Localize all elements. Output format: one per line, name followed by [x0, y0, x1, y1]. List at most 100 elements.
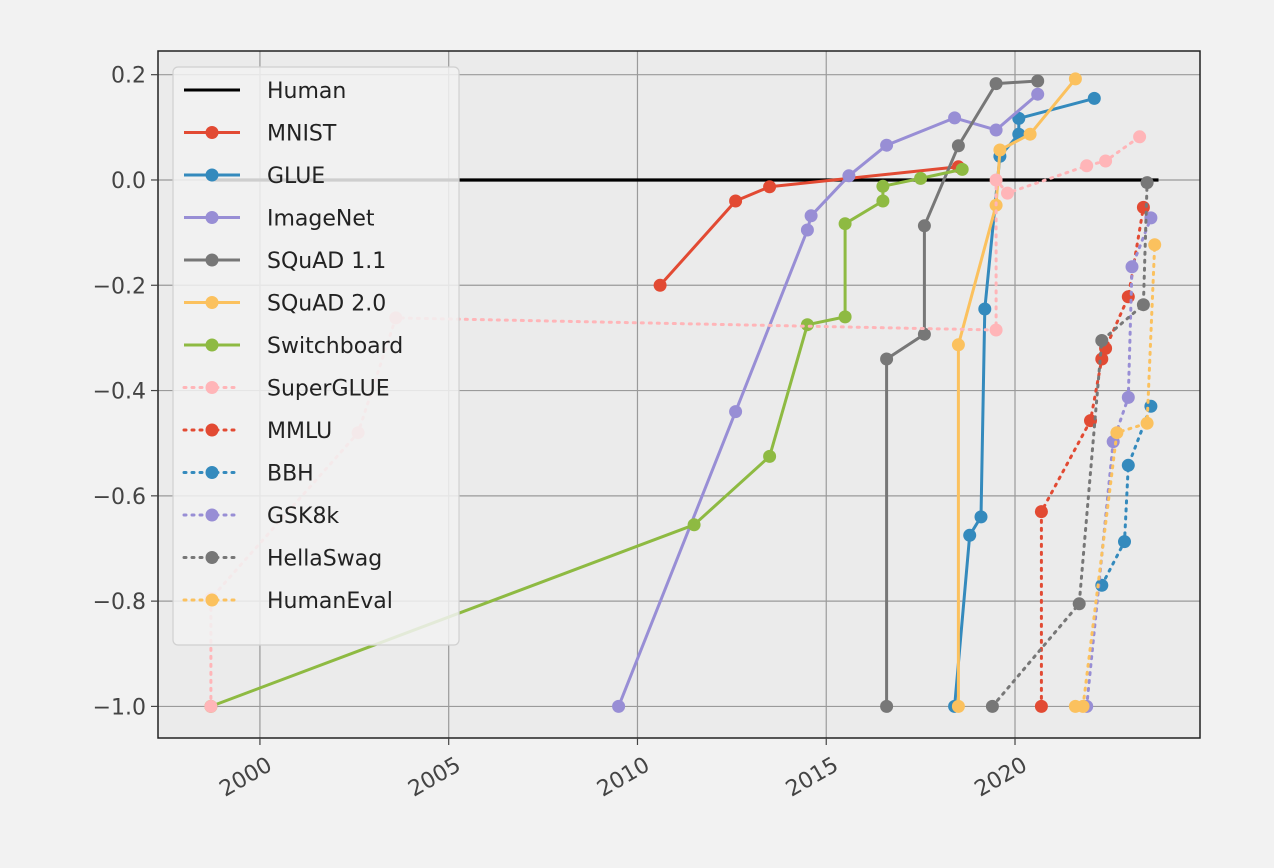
y-tick-label: 0.2 [111, 64, 146, 89]
legend-label: Switchboard [267, 334, 403, 359]
data-point [1121, 458, 1135, 472]
legend-entry-squad-2-0: SQuAD 2.0 [184, 292, 386, 317]
legend-swatch-marker [205, 423, 219, 437]
data-point [729, 405, 743, 419]
x-tick-label: 2010 [593, 753, 654, 803]
legend-swatch-marker [205, 593, 219, 607]
legend-label: MNIST [267, 122, 337, 147]
data-point [1121, 390, 1135, 404]
data-point [963, 528, 977, 542]
data-point [804, 209, 818, 223]
data-point [1031, 87, 1045, 101]
data-point [763, 449, 777, 463]
x-tick-label: 2015 [782, 753, 843, 803]
legend-entry-bbh: BBH [182, 462, 314, 487]
legend-swatch-marker [205, 126, 219, 139]
legend-entry-mmlu: MMLU [182, 419, 332, 444]
x-tick-label: 2005 [404, 753, 465, 803]
x-tick-label: 2020 [971, 753, 1032, 803]
legend-entry-imagenet: ImageNet [184, 207, 375, 232]
series-humaneval [1068, 238, 1162, 713]
legend-entry-hellaswag: HellaSwag [182, 547, 382, 572]
data-point [800, 318, 814, 332]
data-point [1080, 159, 1094, 173]
data-point [974, 510, 988, 524]
legend-entry-human: Human [184, 79, 346, 104]
legend-label: ImageNet [267, 207, 375, 232]
data-point [993, 143, 1007, 157]
legend-entry-humaneval: HumanEval [182, 589, 393, 614]
legend-swatch-marker [205, 168, 219, 182]
data-point [951, 139, 965, 153]
legend-swatch-marker [205, 508, 219, 522]
series-switchboard [204, 162, 969, 713]
data-point [1095, 334, 1109, 347]
data-point [951, 338, 965, 352]
data-point [1121, 290, 1135, 304]
data-point [1023, 127, 1037, 141]
series-line [658, 165, 959, 287]
legend-label: HellaSwag [267, 547, 382, 572]
data-point [1144, 211, 1158, 225]
data-point [1068, 72, 1082, 86]
data-point [1136, 298, 1150, 312]
y-tick-label: −0.8 [93, 590, 146, 615]
data-point [204, 699, 218, 713]
legend-swatch-marker [205, 466, 219, 479]
data-point [1099, 154, 1113, 168]
data-point [880, 352, 894, 366]
data-point [876, 194, 890, 208]
data-point [653, 278, 667, 292]
data-point [1095, 578, 1109, 592]
data-point [876, 179, 890, 193]
data-point [1140, 176, 1154, 190]
legend-label: GLUE [267, 164, 325, 189]
legend-label: SQuAD 1.1 [267, 249, 386, 274]
data-point [842, 169, 856, 183]
data-point [1133, 130, 1147, 144]
legend-label: SuperGLUE [267, 377, 390, 402]
data-point [1118, 535, 1131, 549]
legend-swatch-marker [205, 338, 219, 352]
data-point [985, 699, 999, 713]
data-point [1076, 699, 1090, 713]
legend-label: GSK8k [267, 504, 339, 529]
y-tick-label: −1.0 [93, 695, 146, 720]
legend-entry-glue: GLUE [184, 164, 325, 189]
legend-swatch-marker [205, 551, 219, 564]
data-point [1125, 260, 1139, 274]
data-point [989, 173, 1003, 187]
data-point [838, 310, 852, 324]
legend: Human MNIST GLUE ImageNet SQuAD 1.1 SQuAD 2.0… [172, 66, 460, 646]
series-imagenet [612, 87, 1045, 713]
data-point [955, 162, 969, 176]
legend-box [172, 66, 460, 646]
data-point [917, 219, 931, 233]
data-point [1034, 505, 1048, 519]
legend-label: SQuAD 2.0 [267, 292, 386, 317]
data-point [1110, 426, 1124, 440]
data-point [951, 699, 965, 713]
legend-label: Human [267, 79, 346, 104]
legend-entry-mnist: MNIST [184, 122, 337, 147]
data-point [1072, 597, 1086, 611]
data-point [989, 123, 1003, 137]
data-point [948, 111, 962, 125]
legend-entry-gsk8k: GSK8k [182, 504, 339, 529]
data-point [1148, 238, 1162, 252]
legend-swatch-marker [205, 211, 219, 224]
plot-area-frame [157, 50, 1201, 739]
legend-label: BBH [267, 462, 314, 487]
legend-entry-switchboard: Switchboard [184, 334, 403, 359]
series-line [1100, 404, 1153, 587]
data-point [978, 302, 992, 316]
y-tick-label: −0.6 [93, 485, 146, 510]
data-point [989, 77, 1003, 91]
data-point [800, 223, 814, 237]
y-tick-label: 0.0 [111, 169, 146, 194]
legend-swatch-marker [205, 296, 219, 309]
data-point [1136, 200, 1150, 214]
data-point [838, 217, 852, 231]
data-point [1031, 74, 1045, 88]
